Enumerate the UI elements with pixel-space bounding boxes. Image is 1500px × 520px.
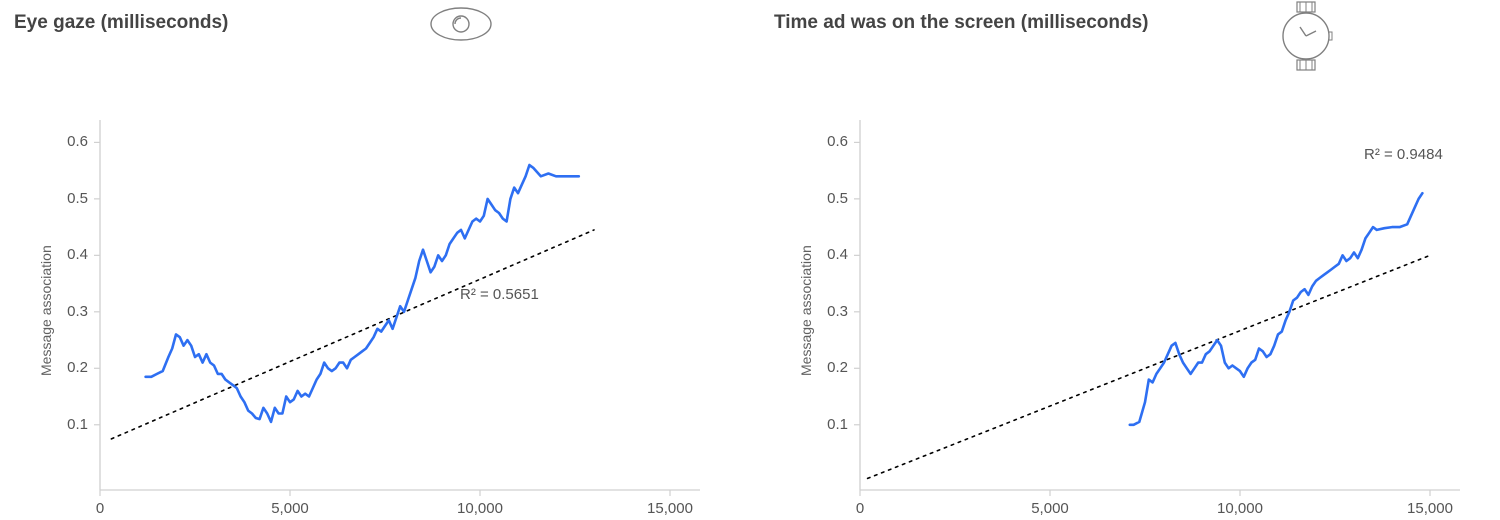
y-tick-label: 0.2 bbox=[48, 359, 88, 376]
x-tick-label: 15,000 bbox=[640, 500, 700, 517]
y-tick-label: 0.3 bbox=[808, 303, 848, 320]
y-tick-label: 0.6 bbox=[48, 133, 88, 150]
panel-eye-gaze: Eye gaze (milliseconds) Message associat… bbox=[0, 0, 740, 520]
y-tick-label: 0.2 bbox=[808, 359, 848, 376]
x-tick-label: 5,000 bbox=[1020, 500, 1080, 517]
x-tick-label: 5,000 bbox=[260, 500, 320, 517]
y-tick-label: 0.4 bbox=[48, 246, 88, 263]
y-tick-label: 0.3 bbox=[48, 303, 88, 320]
y-tick-label: 0.1 bbox=[48, 416, 88, 433]
y-tick-label: 0.1 bbox=[808, 416, 848, 433]
chart-plot bbox=[0, 0, 740, 520]
y-tick-label: 0.4 bbox=[808, 246, 848, 263]
y-tick-label: 0.6 bbox=[808, 133, 848, 150]
y-tick-label: 0.5 bbox=[48, 190, 88, 207]
r-squared-label: R² = 0.5651 bbox=[460, 286, 539, 303]
x-tick-label: 0 bbox=[830, 500, 890, 517]
chart-plot bbox=[760, 0, 1500, 520]
x-tick-label: 15,000 bbox=[1400, 500, 1460, 517]
figure: Eye gaze (milliseconds) Message associat… bbox=[0, 0, 1500, 520]
x-tick-label: 10,000 bbox=[1210, 500, 1270, 517]
x-tick-label: 0 bbox=[70, 500, 130, 517]
x-tick-label: 10,000 bbox=[450, 500, 510, 517]
panel-time-on-screen: Time ad was on the screen (milliseconds)… bbox=[760, 0, 1500, 520]
r-squared-label: R² = 0.9484 bbox=[1364, 146, 1443, 163]
y-tick-label: 0.5 bbox=[808, 190, 848, 207]
